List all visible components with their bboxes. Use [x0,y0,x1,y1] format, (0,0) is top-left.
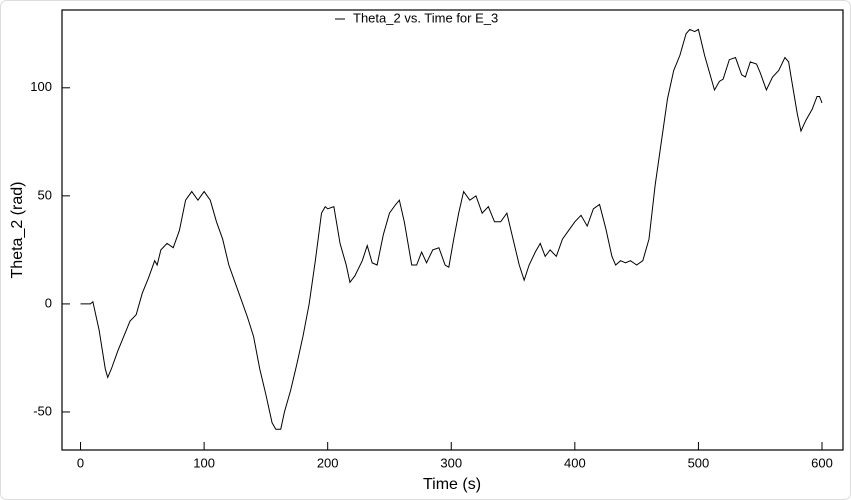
y-tick-label: -50 [33,403,52,418]
y-axis-title: Theta_2 (rad) [9,182,26,279]
data-line [80,28,823,430]
x-tick-label: 300 [440,455,462,470]
y-tick-label: 100 [30,79,52,94]
y-tick-label: 0 [45,295,52,310]
plot-frame [61,9,844,451]
legend-label: Theta_2 vs. Time for E_3 [353,10,498,25]
x-axis-title: Time (s) [423,476,481,493]
x-tick-label: 600 [811,455,833,470]
y-tick-label: 50 [38,187,52,202]
x-tick-label: 0 [77,455,84,470]
x-tick-label: 100 [193,455,215,470]
x-tick-label: 500 [688,455,710,470]
x-tick-label: 200 [317,455,339,470]
x-tick-label: 400 [564,455,586,470]
